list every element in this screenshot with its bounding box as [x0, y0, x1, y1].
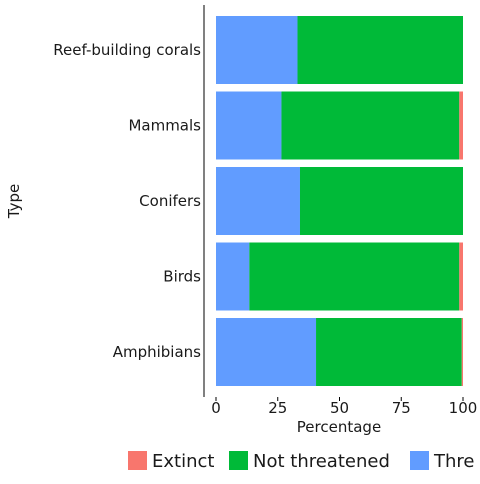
- bar-amphibians-not-threatened: [316, 318, 462, 386]
- legend: Extinct Not threatened Thre: [128, 451, 474, 472]
- x-tick-label: 50: [330, 399, 349, 417]
- bar-reef-building-corals-not-threatened: [297, 16, 463, 84]
- y-category-labels: Reef-building corals Mammals Conifers Birds…: [53, 41, 201, 361]
- x-tick-label: 0: [211, 399, 221, 417]
- bars-layer: [216, 16, 463, 386]
- y-category-label: Mammals: [128, 117, 201, 135]
- y-category-label: Amphibians: [113, 343, 201, 361]
- y-category-label: Conifers: [139, 192, 201, 210]
- bar-birds-extinct: [459, 242, 463, 311]
- x-axis-title: Percentage: [297, 418, 381, 436]
- bar-birds-not-threatened: [249, 242, 460, 311]
- bar-conifers-threatened: [216, 167, 300, 235]
- bar-mammals-not-threatened: [281, 91, 460, 160]
- bar-amphibians-threatened: [216, 318, 317, 386]
- bar-mammals-threatened: [216, 91, 282, 160]
- x-tick-label: 75: [392, 399, 411, 417]
- legend-swatch-extinct: [128, 451, 147, 470]
- x-tick-label: 25: [268, 399, 287, 417]
- bar-mammals-extinct: [459, 91, 463, 160]
- bar-conifers-not-threatened: [299, 167, 463, 235]
- legend-label-not-threatened: Not threatened: [253, 451, 390, 472]
- y-axis-title: Type: [5, 184, 23, 219]
- y-category-label: Reef-building corals: [53, 41, 201, 59]
- x-axis-ticks: 0 25 50 75 100: [211, 397, 477, 417]
- bar-amphibians-extinct: [461, 318, 463, 386]
- legend-label-extinct: Extinct: [152, 451, 214, 472]
- bar-reef-building-corals-threatened: [216, 16, 298, 84]
- legend-swatch-not-threatened: [229, 451, 248, 470]
- x-tick-label: 100: [449, 399, 478, 417]
- y-category-label: Birds: [163, 268, 201, 286]
- legend-label-thre: Thre: [433, 451, 474, 472]
- bar-birds-threatened: [216, 242, 250, 311]
- legend-swatch-thre: [410, 451, 429, 470]
